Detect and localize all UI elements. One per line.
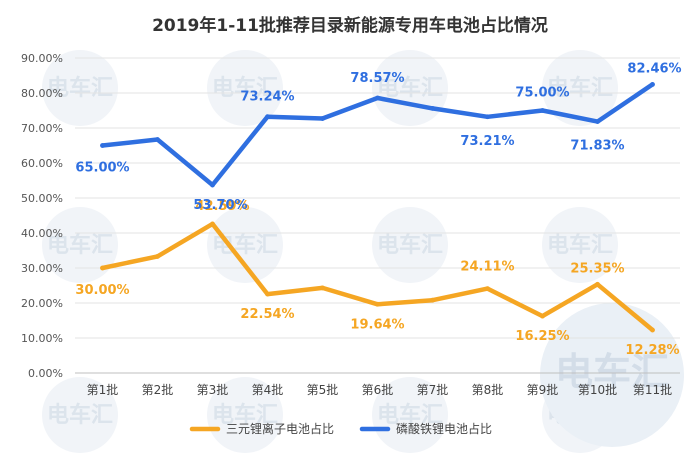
- x-tick-label: 第9批: [527, 382, 559, 397]
- data-label: 12.28%: [625, 343, 679, 358]
- data-labels: 30.00% 42.59% 22.54% 19.64% 24.11% 16.25% 25.3…: [75, 61, 681, 358]
- watermark-logo: [207, 207, 283, 283]
- x-tick-label: 第1批: [87, 382, 119, 397]
- data-label: 22.54%: [240, 307, 294, 322]
- x-axis: 第1批 第2批 第3批 第4批 第5批 第6批 第7批 第8批 第9批 第10批 第11批: [87, 382, 672, 397]
- data-point: [485, 286, 490, 292]
- data-label: 78.57%: [350, 71, 404, 86]
- watermark-layer: 电车汇电车汇电车汇电车汇电车汇电车汇电车汇电车汇电车汇电车汇电车汇电车汇电车汇: [42, 50, 684, 453]
- data-point: [650, 81, 655, 87]
- data-label: 30.00%: [75, 283, 129, 298]
- data-point: [375, 95, 380, 101]
- data-point: [650, 327, 655, 333]
- watermark-logo: [372, 377, 448, 453]
- watermark-logo: 电车汇: [47, 402, 113, 428]
- watermark-logo: 电车汇: [547, 75, 613, 101]
- data-point: [595, 119, 600, 124]
- data-label: 24.11%: [460, 260, 514, 275]
- x-tick-label: 第5批: [307, 382, 339, 397]
- data-point: [485, 114, 490, 120]
- data-point: [100, 265, 105, 271]
- legend-label: 三元锂离子电池占比: [226, 421, 334, 436]
- watermark-logo: 电车汇: [547, 232, 613, 258]
- data-point: [100, 143, 105, 148]
- watermark-logo: 电车汇: [212, 402, 278, 428]
- y-tick-label: 90.00%: [21, 52, 63, 65]
- watermark-logo: 电车汇: [377, 75, 443, 101]
- x-tick-label: 第4批: [252, 382, 284, 397]
- data-point: [430, 106, 435, 111]
- y-tick-label: 20.00%: [21, 297, 63, 310]
- data-point: [265, 291, 270, 297]
- watermark-logo: [42, 50, 118, 126]
- series-layer: [100, 81, 655, 333]
- x-tick-label: 第2批: [142, 382, 174, 397]
- data-label: 42.59%: [195, 199, 249, 214]
- y-tick-label: 40.00%: [21, 227, 63, 240]
- watermark-logo: [207, 377, 283, 453]
- data-point: [210, 182, 215, 188]
- data-point: [375, 301, 380, 307]
- watermark-logo: 电车汇: [212, 75, 278, 101]
- legend-label: 磷酸铁锂电池占比: [396, 421, 492, 436]
- x-tick-label: 第8批: [472, 382, 504, 397]
- data-point: [155, 254, 160, 259]
- data-point: [155, 137, 160, 142]
- y-tick-label: 70.00%: [21, 122, 63, 135]
- watermark-logo: 电车汇: [47, 75, 113, 101]
- data-label: 82.46%: [627, 61, 681, 76]
- watermark-logo: 电车汇: [47, 232, 113, 258]
- data-point: [320, 285, 325, 291]
- watermark-logo: [42, 207, 118, 283]
- y-tick-label: 60.00%: [21, 157, 63, 170]
- data-point: [210, 221, 215, 227]
- data-point: [265, 114, 270, 120]
- x-tick-label: 第11批: [633, 382, 672, 397]
- data-label: 19.64%: [350, 317, 404, 332]
- data-point: [595, 281, 600, 287]
- x-tick-label: 第6批: [362, 382, 394, 397]
- data-point: [430, 297, 435, 303]
- watermark-logo: [207, 50, 283, 126]
- watermark-logo: [372, 207, 448, 283]
- y-tick-label: 80.00%: [21, 87, 63, 100]
- data-label: 75.00%: [515, 86, 569, 101]
- y-tick-label: 0.00%: [28, 367, 63, 380]
- x-tick-label: 第10批: [578, 382, 617, 397]
- data-point: [320, 116, 325, 121]
- data-point: [540, 313, 545, 319]
- watermark-logo: 电车汇: [377, 232, 443, 258]
- watermark-logo: [540, 303, 684, 447]
- data-label: 25.35%: [570, 261, 624, 276]
- data-label: 73.24%: [240, 90, 294, 105]
- watermark-logo: 电车汇: [377, 402, 443, 428]
- data-label: 73.21%: [460, 134, 514, 149]
- watermark-logo: 电车汇: [555, 350, 669, 394]
- data-label: 65.00%: [75, 161, 129, 176]
- legend: 三元锂离子电池占比 磷酸铁锂电池占比: [189, 421, 492, 436]
- watermark-logo: [542, 207, 618, 283]
- data-label: 16.25%: [515, 329, 569, 344]
- data-label: 71.83%: [570, 139, 624, 154]
- y-tick-label: 50.00%: [21, 192, 63, 205]
- data-label: 53.70%: [193, 198, 247, 213]
- chart-title: 2019年1-11批推荐目录新能源专用车电池占比情况: [152, 15, 548, 36]
- y-axis: 0.00% 10.00% 20.00% 30.00% 40.00% 50.00% 60.00…: [21, 52, 63, 380]
- y-tick-label: 10.00%: [21, 332, 63, 345]
- data-point: [540, 108, 545, 113]
- watermark-logo: [42, 377, 118, 453]
- y-tick-label: 30.00%: [21, 262, 63, 275]
- watermark-logo: [542, 50, 618, 126]
- x-tick-label: 第7批: [417, 382, 449, 397]
- x-tick-label: 第3批: [197, 382, 229, 397]
